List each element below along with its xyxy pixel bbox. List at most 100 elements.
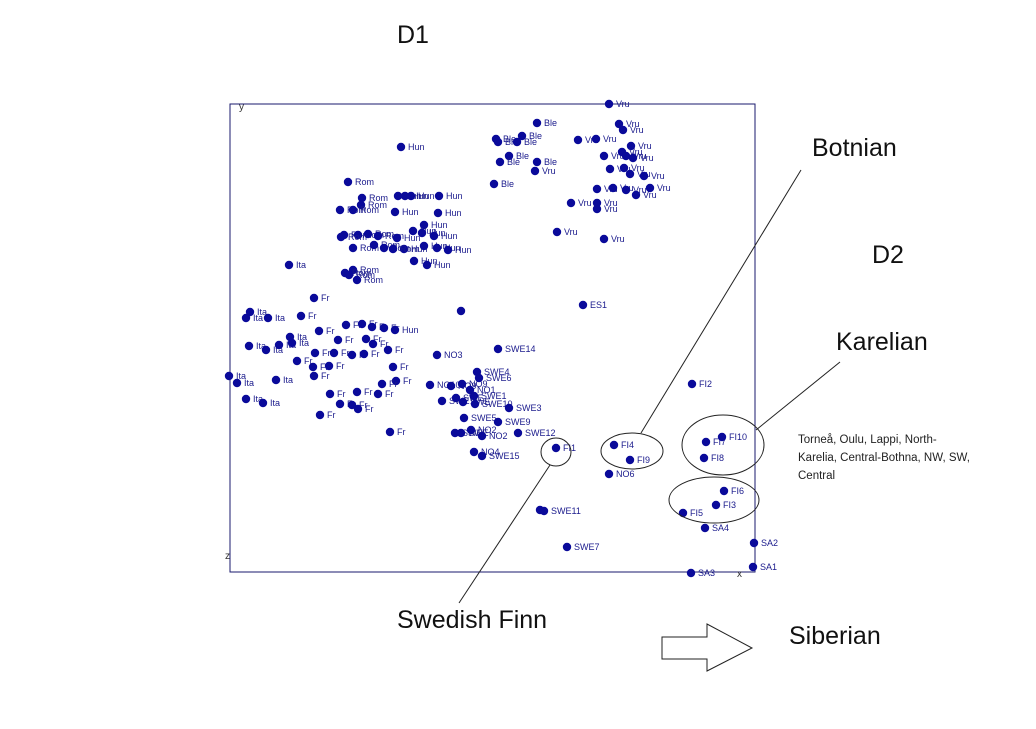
data-point-label: Vru (640, 153, 654, 163)
data-point-label: Hun (420, 226, 437, 236)
data-point (437, 396, 447, 406)
data-point (352, 275, 362, 285)
data-point (489, 179, 499, 189)
data-point-label: Vru (643, 190, 657, 200)
data-point-label: Rom (356, 270, 375, 280)
data-point (619, 163, 629, 173)
data-point (388, 244, 398, 254)
data-point (504, 403, 514, 413)
data-point-label: Hun (421, 256, 438, 266)
data-point-label: Vru (626, 119, 640, 129)
data-point-label: Hun (446, 191, 463, 201)
data-point (352, 387, 362, 397)
data-point-label: Hun (429, 228, 446, 238)
data-point (379, 323, 389, 333)
data-point (244, 341, 254, 351)
data-point-label: Vru (578, 198, 592, 208)
data-point-label: Ita (283, 375, 293, 385)
data-point-label: SA2 (761, 538, 778, 548)
data-point (296, 311, 306, 321)
data-point (333, 335, 343, 345)
data-point (245, 307, 255, 317)
data-point-label: Ble (524, 137, 537, 147)
data-point (466, 425, 476, 435)
data-point (434, 191, 444, 201)
data-point (341, 320, 351, 330)
data-point (224, 371, 234, 381)
siberian-label: Siberian (789, 622, 881, 650)
data-point (335, 205, 345, 215)
data-point-label: Fr (400, 362, 409, 372)
data-point (592, 204, 602, 214)
data-point-label: Ble (529, 131, 542, 141)
data-point-label: Rom (360, 205, 379, 215)
data-point (419, 241, 429, 251)
data-point-label: Rom (360, 265, 379, 275)
data-point-label: Hun (404, 233, 421, 243)
data-point (399, 244, 409, 254)
data-point-label: Fr (321, 293, 330, 303)
data-point (432, 243, 442, 253)
plot-frame (229, 103, 756, 573)
data-point (470, 399, 480, 409)
data-point-label: FI8 (711, 453, 724, 463)
data-point (393, 191, 403, 201)
data-point (314, 326, 324, 336)
data-point (477, 431, 487, 441)
data-point (539, 506, 549, 516)
data-point-label: SWE11 (551, 506, 581, 516)
data-point-label: Hun (402, 325, 419, 335)
data-point (419, 220, 429, 230)
data-point-label: SWE4 (484, 367, 510, 377)
data-point (604, 469, 614, 479)
data-point (373, 231, 383, 241)
data-point-label: Vru (585, 135, 599, 145)
data-point-label: Vru (564, 227, 578, 237)
data-point-label: Fr (322, 348, 331, 358)
data-point-label: Fr (389, 379, 398, 389)
data-point-label: Fr (371, 349, 380, 359)
data-point-label: Vru (633, 185, 647, 195)
data-point (493, 344, 503, 354)
data-point (315, 410, 325, 420)
data-point-label: Fr (337, 389, 346, 399)
data-point-label: SWE (468, 428, 489, 438)
data-point-label: Hun (455, 245, 472, 255)
d1-label: D1 (397, 21, 429, 49)
data-point (232, 378, 242, 388)
data-point-label: Vru (616, 99, 630, 109)
data-point (591, 134, 601, 144)
data-point (717, 432, 727, 442)
data-point-label: Fr (365, 404, 374, 414)
siberian-arrow-icon (661, 623, 754, 672)
data-point (292, 356, 302, 366)
data-point-label: Fr (395, 345, 404, 355)
data-point (748, 562, 758, 572)
data-point-label: SWE12 (525, 428, 556, 438)
data-point-label: Hun (434, 260, 451, 270)
swedish-finn-label: Swedish Finn (397, 606, 547, 634)
data-point (361, 334, 371, 344)
data-point-label: ES1 (590, 300, 607, 310)
karelian-subgroup-ellipse (668, 476, 760, 524)
data-point (343, 177, 353, 187)
data-point (408, 226, 418, 236)
data-point-label: Fr (403, 376, 412, 386)
data-point (422, 260, 432, 270)
data-point-label: Hun (444, 243, 461, 253)
data-point-label: Vru (604, 198, 618, 208)
data-point (458, 397, 468, 407)
data-point (241, 313, 251, 323)
data-point (573, 135, 583, 145)
data-point-label: Vru (651, 171, 665, 181)
data-point-label: Vru (630, 125, 644, 135)
data-point-label: NO9 (458, 381, 477, 391)
data-point (287, 338, 297, 348)
data-point-label: NO3 (444, 350, 463, 360)
data-point-label: SA3 (698, 568, 715, 578)
data-point (701, 437, 711, 447)
data-point (308, 362, 318, 372)
data-point-label: Fr (353, 320, 362, 330)
data-point (517, 131, 527, 141)
data-point (592, 184, 602, 194)
